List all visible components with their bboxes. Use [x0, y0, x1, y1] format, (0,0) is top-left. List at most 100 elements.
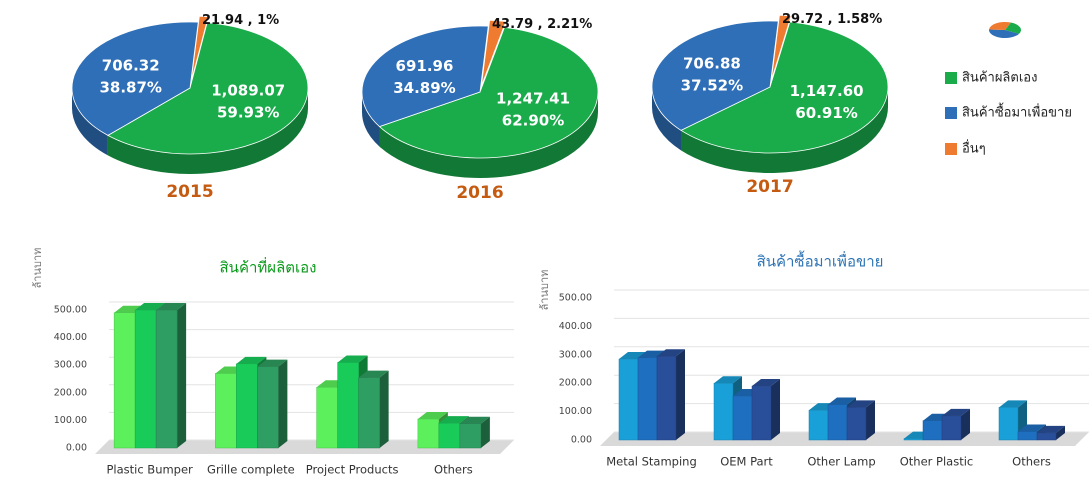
- bar-top: [156, 303, 187, 310]
- pie-title: 2015: [166, 182, 213, 202]
- pie-side: [362, 92, 380, 147]
- legend-swatch: [945, 143, 957, 155]
- pie-slice: [361, 25, 489, 128]
- bar-top: [438, 416, 469, 424]
- x-tick-label: Others: [434, 463, 473, 477]
- bar: [459, 423, 482, 449]
- bar: [941, 415, 962, 441]
- bar: [637, 357, 658, 441]
- slice-label: 21.94 , 1%: [202, 13, 279, 28]
- bar-top: [657, 349, 685, 357]
- y-tick-label: 500.00: [54, 305, 87, 316]
- y-tick-label: 500.00: [559, 293, 592, 304]
- bar-top: [1018, 424, 1046, 432]
- legend-icon-slice: [989, 29, 1020, 38]
- bar-side: [177, 303, 187, 448]
- legend-icon-slice: [989, 22, 1011, 30]
- bar: [134, 309, 157, 449]
- bar-side: [480, 416, 490, 448]
- slice-percent-label: 37.52%: [681, 76, 743, 94]
- x-tick-label: Other Plastic: [900, 455, 974, 469]
- bar-top: [752, 379, 780, 387]
- bar-top: [714, 376, 742, 384]
- chart-title: สินค้าที่ผลิตเอง: [220, 257, 317, 277]
- bar-top: [1037, 425, 1065, 433]
- pie-side: [379, 92, 598, 178]
- legend-label: สินค้าซื้อมาเพื่อขาย: [962, 103, 1072, 121]
- bar-top: [358, 370, 389, 378]
- bar: [713, 382, 734, 441]
- legend-label: สินค้าผลิตเอง: [962, 71, 1038, 86]
- bar: [236, 363, 258, 449]
- bar: [903, 438, 924, 441]
- pie-side: [681, 87, 888, 174]
- slice-value-label: 706.88: [683, 54, 741, 72]
- bar-top: [236, 356, 267, 364]
- x-tick-label: Plastic Bumper: [106, 463, 193, 477]
- slice-percent-label: 59.93%: [217, 104, 279, 122]
- x-tick-label: Metal Stamping: [606, 455, 697, 469]
- slice-percent-label: 60.91%: [795, 104, 857, 122]
- x-tick-label: OEM Part: [720, 455, 773, 469]
- y-tick-label: 100.00: [54, 415, 87, 426]
- bar-side: [771, 379, 780, 440]
- bar-side: [961, 408, 970, 440]
- bar: [257, 366, 279, 449]
- pie-title: 2017: [746, 177, 793, 197]
- bar-top: [942, 408, 970, 416]
- bar-side: [866, 400, 875, 440]
- y-axis-label: ล้านบาท: [31, 248, 44, 289]
- slice-percent-label: 1.58%: [837, 12, 882, 27]
- pie-title: 2016: [456, 183, 503, 203]
- y-tick-label: 200.00: [559, 378, 592, 389]
- slice-label: 29.72 , 1.58%: [782, 12, 882, 27]
- bar-side: [379, 370, 389, 448]
- bar-top: [847, 400, 875, 408]
- pie-slice: [651, 20, 779, 131]
- legend-swatch: [945, 72, 957, 84]
- slice-value-label: 43.79 ,: [492, 17, 543, 32]
- pie-side: [72, 88, 108, 156]
- y-tick-label: 300.00: [559, 349, 592, 360]
- pie-slice: [190, 15, 209, 83]
- x-tick-label: Project Products: [306, 463, 399, 477]
- y-tick-label: 100.00: [559, 406, 592, 417]
- x-tick-label: Grille complete: [207, 463, 295, 477]
- slice-value-label: 1,147.60: [790, 82, 864, 100]
- pie-side: [107, 88, 308, 174]
- bar: [113, 312, 136, 449]
- slice-value-label: 1,247.41: [496, 90, 570, 108]
- slice-percent-label: 38.87%: [99, 78, 161, 96]
- bar-top: [337, 355, 368, 363]
- bar-side: [676, 349, 685, 440]
- bar-top: [459, 416, 490, 424]
- bar: [998, 407, 1019, 441]
- bar: [922, 420, 943, 441]
- y-tick-label: 300.00: [54, 360, 87, 371]
- bar-side: [1056, 425, 1065, 440]
- slice-value-label: 21.94 ,: [202, 13, 253, 28]
- bar-top: [999, 400, 1027, 408]
- slice-percent-label: 2.21%: [547, 17, 592, 32]
- slice-percent-label: 34.89%: [393, 79, 455, 97]
- bar-top: [828, 397, 856, 405]
- slice-percent-label: 62.90%: [502, 112, 564, 130]
- bar: [1036, 432, 1057, 441]
- pie-slice: [680, 21, 889, 154]
- y-tick-label: 200.00: [54, 387, 87, 398]
- bar-top: [417, 412, 448, 420]
- legend-swatch: [945, 107, 957, 119]
- bar-top: [135, 303, 166, 310]
- pie-side: [652, 87, 682, 151]
- y-tick-label: 400.00: [559, 321, 592, 332]
- slice-label: 43.79 , 2.21%: [492, 17, 592, 32]
- bar: [417, 418, 440, 449]
- bar: [751, 385, 772, 441]
- chart-title: สินค้าซื้อมาเพื่อขาย: [757, 251, 884, 271]
- pie-slice: [378, 26, 599, 159]
- y-tick-label: 400.00: [54, 332, 87, 343]
- bar-side: [278, 359, 288, 448]
- pie-slice: [480, 19, 507, 87]
- legend-label: อื่นๆ: [962, 140, 986, 157]
